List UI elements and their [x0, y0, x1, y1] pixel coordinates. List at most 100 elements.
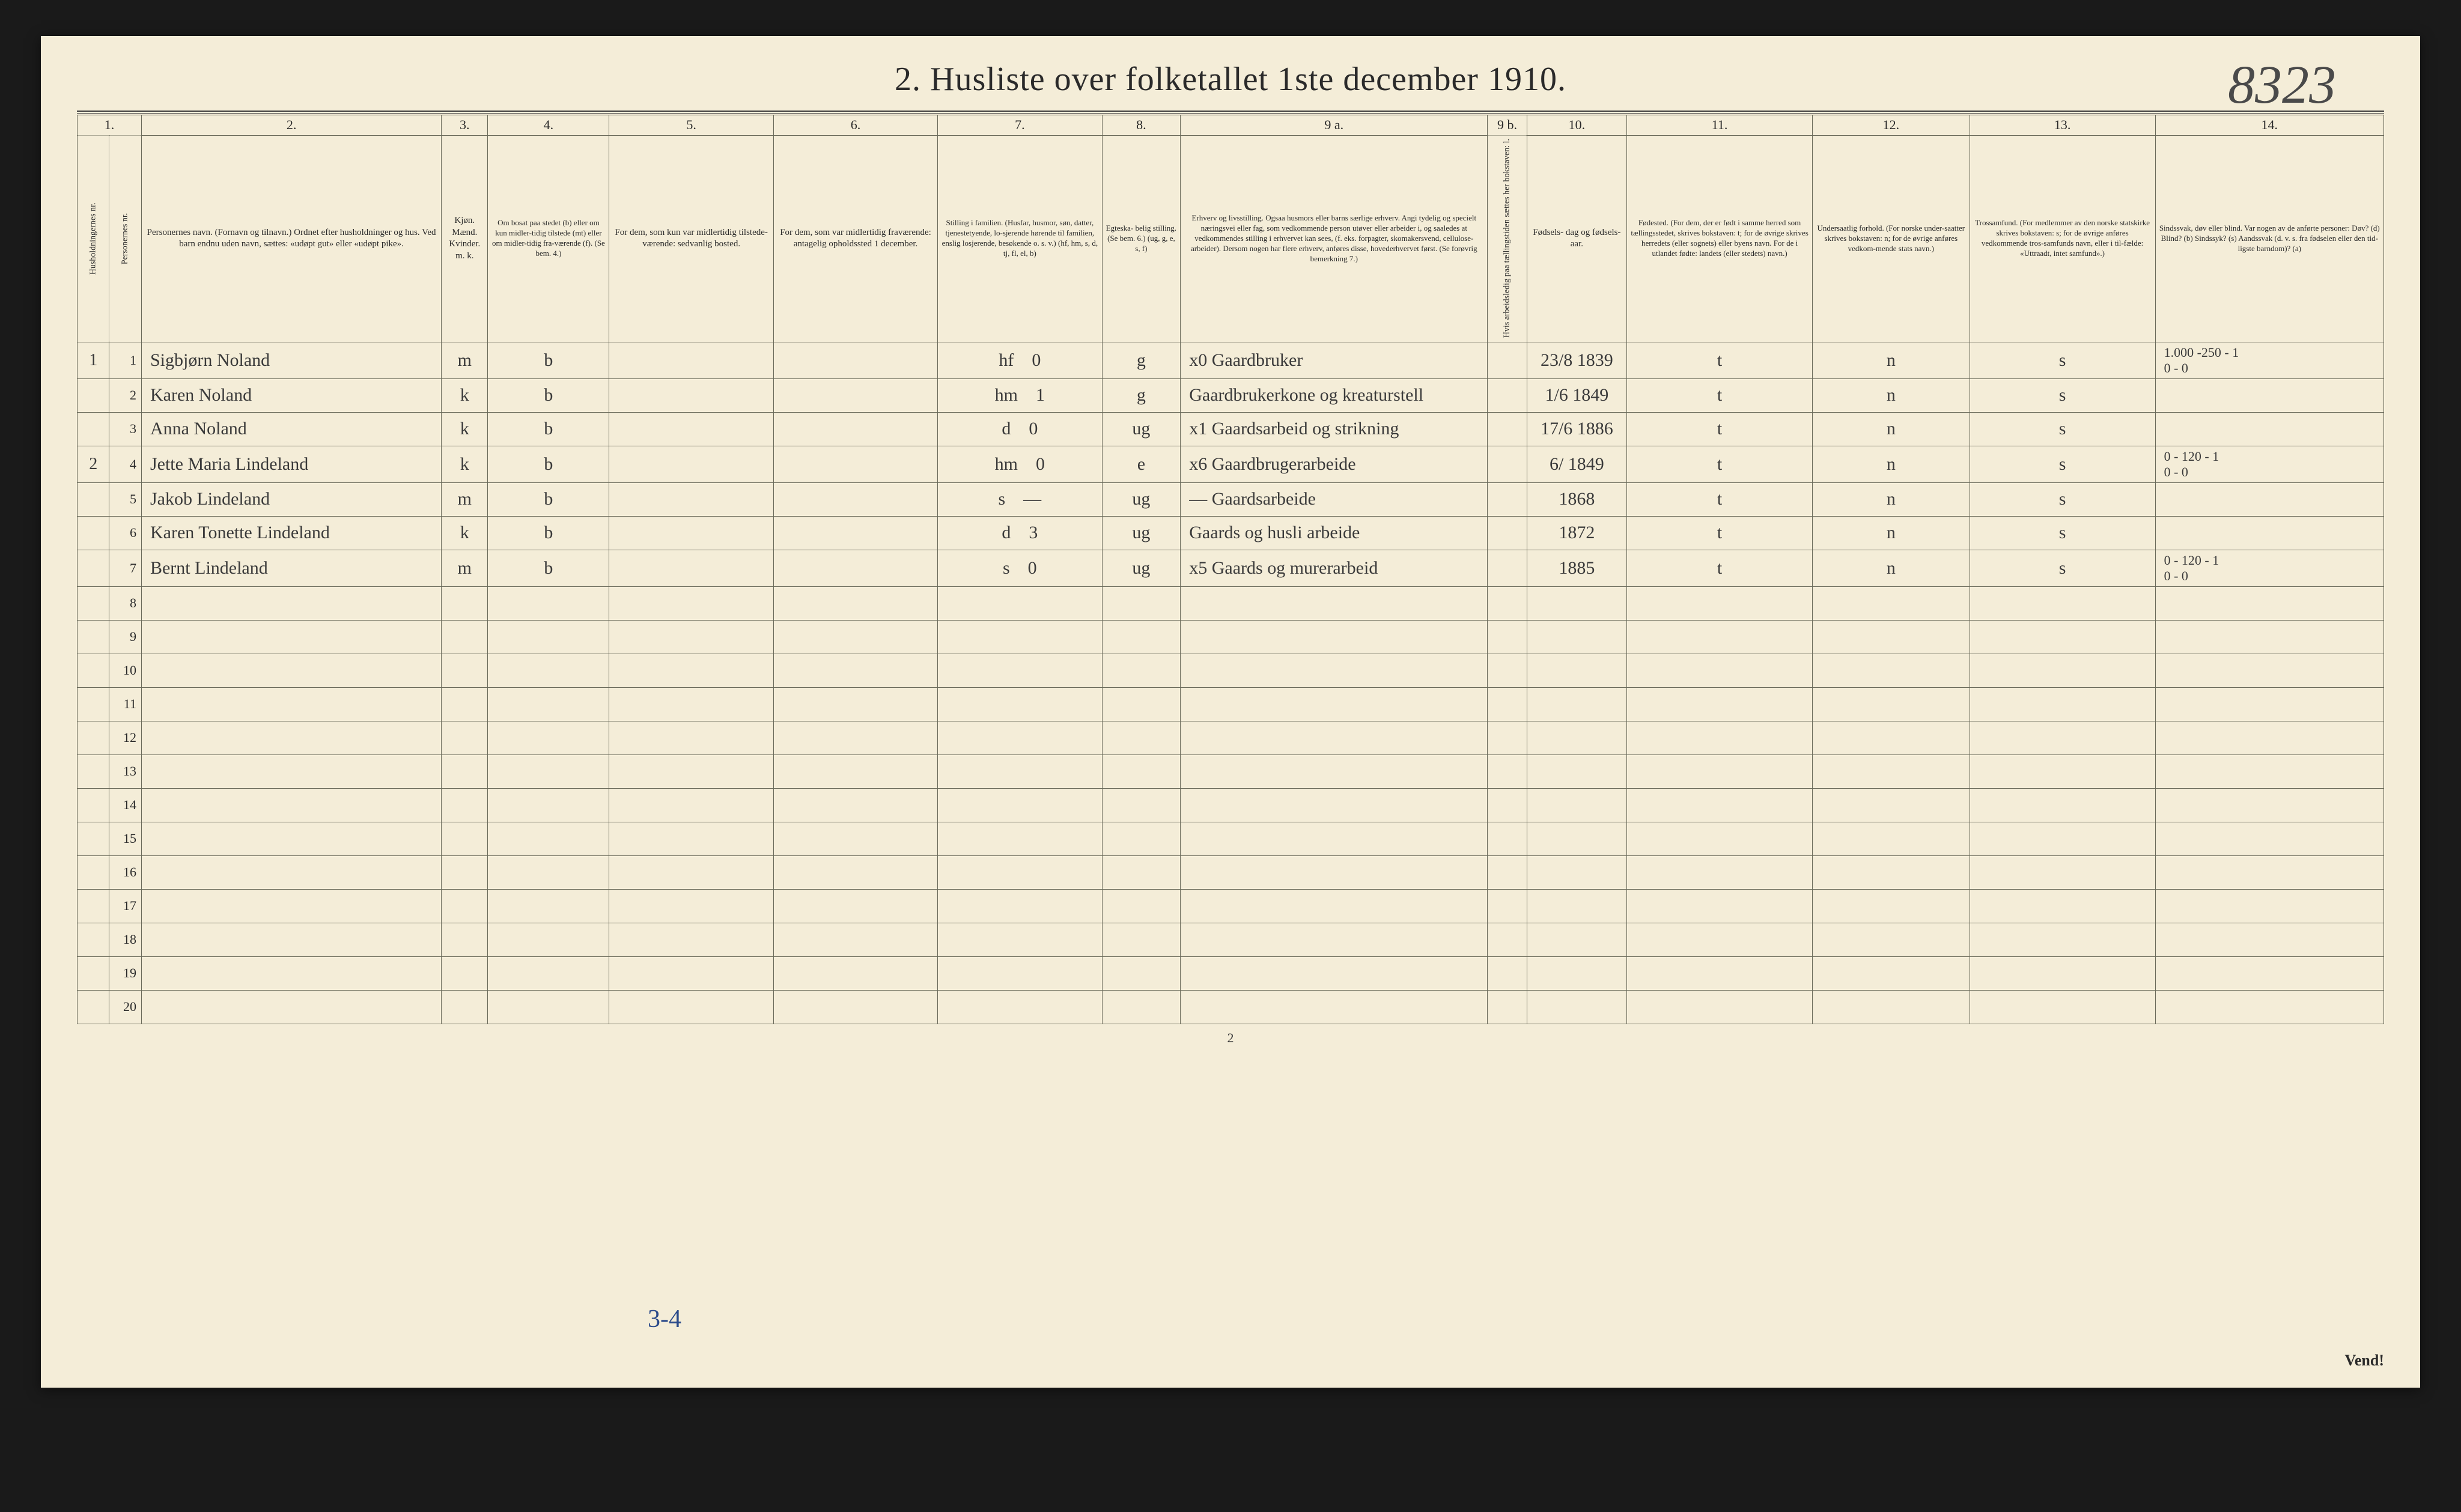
cell-religion: s [1970, 516, 2155, 550]
cell-name [141, 754, 441, 788]
cell-temp-present [609, 378, 773, 412]
cell-birth: 6/ 1849 [1527, 446, 1626, 482]
col-num-4: 4. [488, 115, 609, 136]
cell-temp-present [609, 721, 773, 754]
cell-occupation [1181, 889, 1488, 923]
cell-occupation [1181, 822, 1488, 855]
cell-birthplace [1627, 822, 1813, 855]
cell-religion [1970, 654, 2155, 687]
cell-family-pos [938, 855, 1102, 889]
table-row: 18 [78, 923, 2384, 956]
cell-hh-no [78, 586, 109, 620]
cell-disability [2155, 687, 2383, 721]
cell-marital [1102, 620, 1181, 654]
cell-marital [1102, 956, 1181, 990]
cell-unemployed [1488, 550, 1527, 586]
cell-person-no: 10 [109, 654, 141, 687]
cell-person-no: 4 [109, 446, 141, 482]
cell-person-no: 17 [109, 889, 141, 923]
cell-unemployed [1488, 855, 1527, 889]
cell-birthplace: t [1627, 482, 1813, 516]
cell-temp-absent [773, 342, 937, 378]
cell-temp-absent [773, 446, 937, 482]
cell-family-pos: d 3 [938, 516, 1102, 550]
cell-temp-absent [773, 990, 937, 1024]
cell-religion: s [1970, 378, 2155, 412]
table-row: 11 [78, 687, 2384, 721]
cell-religion [1970, 956, 2155, 990]
col-num-9b: 9 b. [1488, 115, 1527, 136]
cell-birthplace [1627, 956, 1813, 990]
cell-nationality [1813, 620, 1970, 654]
cell-name [141, 889, 441, 923]
hdr-birthplace: Fødested. (For dem, der er født i samme … [1627, 135, 1813, 342]
hdr-temp-present: For dem, som kun var midlertidig tilsted… [609, 135, 773, 342]
cell-occupation: Gaardbrukerkone og kreaturstell [1181, 378, 1488, 412]
table-row: 13 [78, 754, 2384, 788]
cell-name [141, 956, 441, 990]
cell-family-pos [938, 923, 1102, 956]
cell-nationality: n [1813, 550, 1970, 586]
col-num-1: 1. [78, 115, 142, 136]
cell-nationality [1813, 586, 1970, 620]
cell-temp-present [609, 754, 773, 788]
cell-residence [488, 586, 609, 620]
cell-occupation [1181, 620, 1488, 654]
footer-handnote: 3-4 [648, 1305, 681, 1334]
table-row: 10 [78, 654, 2384, 687]
cell-temp-absent [773, 855, 937, 889]
cell-sex [442, 788, 488, 822]
cell-person-no: 11 [109, 687, 141, 721]
cell-temp-present [609, 342, 773, 378]
cell-religion [1970, 586, 2155, 620]
cell-hh-no [78, 516, 109, 550]
table-row: 2Karen Nolandkbhm 1gGaardbrukerkone og k… [78, 378, 2384, 412]
cell-occupation [1181, 956, 1488, 990]
cell-residence: b [488, 516, 609, 550]
cell-person-no: 7 [109, 550, 141, 586]
table-row: 11Sigbjørn Nolandmbhf 0gx0 Gaardbruker23… [78, 342, 2384, 378]
cell-occupation: x1 Gaardsarbeid og strikning [1181, 412, 1488, 446]
cell-unemployed [1488, 687, 1527, 721]
cell-birthplace: t [1627, 412, 1813, 446]
cell-temp-present [609, 687, 773, 721]
cell-temp-absent [773, 687, 937, 721]
cell-birthplace: t [1627, 342, 1813, 378]
cell-religion [1970, 923, 2155, 956]
cell-temp-absent [773, 516, 937, 550]
cell-person-no: 5 [109, 482, 141, 516]
cell-temp-present [609, 855, 773, 889]
cell-sex: m [442, 550, 488, 586]
cell-person-no: 18 [109, 923, 141, 956]
cell-name [141, 654, 441, 687]
cell-nationality [1813, 990, 1970, 1024]
page-title: 2. Husliste over folketallet 1ste decemb… [895, 60, 1566, 99]
cell-nationality [1813, 654, 1970, 687]
hdr-unemployed: Hvis arbeidsledig paa tællingstiden sætt… [1488, 135, 1527, 342]
cell-temp-absent [773, 412, 937, 446]
cell-marital [1102, 822, 1181, 855]
table-row: 3Anna Nolandkbd 0ugx1 Gaardsarbeid og st… [78, 412, 2384, 446]
cell-sex [442, 721, 488, 754]
cell-sex: m [442, 482, 488, 516]
cell-temp-present [609, 550, 773, 586]
table-row: 24Jette Maria Lindelandkbhm 0ex6 Gaardbr… [78, 446, 2384, 482]
cell-occupation [1181, 923, 1488, 956]
cell-nationality: n [1813, 412, 1970, 446]
cell-hh-no [78, 620, 109, 654]
cell-residence: b [488, 342, 609, 378]
cell-person-no: 3 [109, 412, 141, 446]
cell-family-pos [938, 654, 1102, 687]
hdr-nationality: Undersaatlig forhold. (For norske under-… [1813, 135, 1970, 342]
col-num-13: 13. [1970, 115, 2155, 136]
cell-marital: g [1102, 342, 1181, 378]
cell-residence [488, 721, 609, 754]
cell-disability [2155, 754, 2383, 788]
cell-birthplace [1627, 990, 1813, 1024]
cell-name [141, 990, 441, 1024]
hdr-sex: Kjøn. Mænd. Kvinder. m. k. [442, 135, 488, 342]
cell-person-no: 12 [109, 721, 141, 754]
cell-occupation [1181, 754, 1488, 788]
rule-top [77, 111, 2384, 112]
cell-birthplace [1627, 923, 1813, 956]
